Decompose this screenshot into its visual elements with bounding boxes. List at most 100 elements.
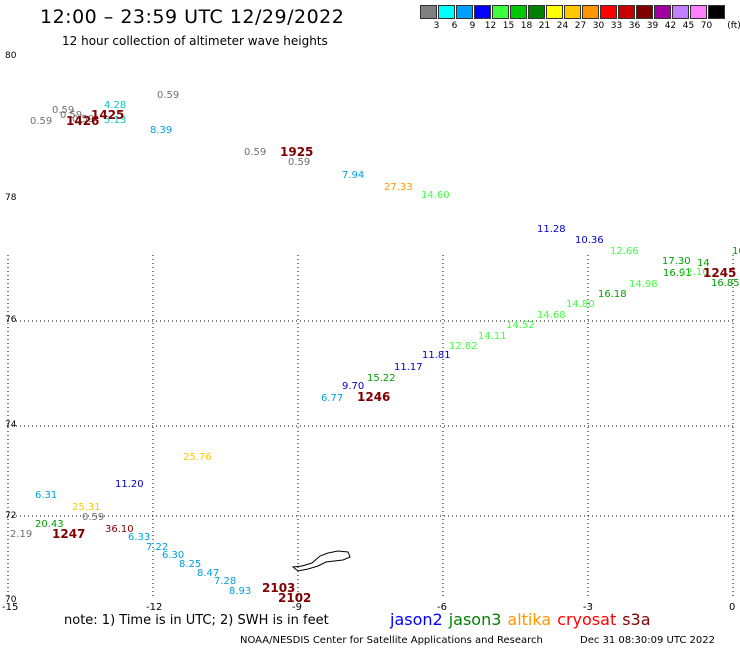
wave-height-value: 12.66: [610, 246, 639, 257]
legend-swatch: [582, 5, 599, 19]
wave-height-value: 0.59: [244, 147, 266, 158]
wave-height-value: 14.11: [478, 331, 507, 342]
wave-height-value: 0.59: [157, 90, 179, 101]
legend-swatch: [492, 5, 509, 19]
longitude-labels: -15 -12 -9 -6 -3 0: [2, 602, 735, 613]
latitude-labels: 70 72 74 76 78 80: [5, 51, 17, 605]
wave-height-value: 14.52: [506, 320, 535, 331]
legend-swatch: [510, 5, 527, 19]
satellite-name: s3a: [622, 610, 651, 629]
legend-label: 39: [646, 21, 659, 31]
pass-time-label: 1246: [357, 390, 390, 404]
legend-label: 9: [469, 21, 476, 31]
wave-height-value: 14.60: [421, 190, 450, 201]
wave-height-value: 0.59: [82, 512, 104, 523]
wave-height-value: 11.28: [537, 224, 566, 235]
wave-height-value: 27.33: [384, 182, 413, 193]
pass-time-label: 1247: [52, 527, 85, 541]
legend-swatch: [708, 5, 725, 19]
legend-label: 42: [664, 21, 677, 31]
wave-height-value: 8.25: [179, 559, 201, 570]
wave-height-value: 14.98: [629, 279, 658, 290]
legend-label: 12: [484, 21, 497, 31]
wave-height-value: 10.36: [575, 235, 604, 246]
pass-time-label: 2102: [278, 591, 311, 605]
credit-line: NOAA/NESDIS Center for Satellite Applica…: [240, 635, 543, 646]
legend-label: 6: [451, 21, 458, 31]
pass-time-label: 1426: [66, 114, 99, 128]
wave-height-value: 20.43: [35, 519, 64, 530]
wave-height-value: 14: [697, 258, 710, 269]
lat-tick-label: 78: [5, 193, 17, 203]
legend-label: 27: [574, 21, 587, 31]
wave-height-value: 8.93: [229, 586, 251, 597]
legend-label: 24: [556, 21, 569, 31]
wave-height-value: 6.30: [162, 550, 184, 561]
wave-height-value: 17.30: [662, 256, 691, 267]
wave-height-value: 11.81: [422, 350, 451, 361]
wave-height-value: 11.20: [115, 479, 144, 490]
wave-height-value: 0.59: [72, 114, 94, 125]
wave-height-value: 0.59: [60, 110, 82, 121]
pass-time-label: 1925: [280, 145, 313, 159]
legend-swatch: [564, 5, 581, 19]
legend-swatch: [546, 5, 563, 19]
footer-note: note: 1) Time is in UTC; 2) SWH is in fe…: [64, 613, 329, 628]
legend-label: 33: [610, 21, 623, 31]
pass-time-label: 1245: [703, 266, 736, 280]
satellite-name: cryosat: [557, 610, 617, 629]
wave-height-value: 36.10: [105, 524, 134, 535]
legend-label: 70: [700, 21, 713, 31]
legend-label: 36: [628, 21, 641, 31]
legend-swatch: [672, 5, 689, 19]
legend-label: 21: [538, 21, 551, 31]
wave-height-value: 0.59: [288, 157, 310, 168]
lat-tick-label: 70: [5, 595, 17, 605]
wave-height-value: 6.33: [128, 532, 150, 543]
satellite-name: jason2: [390, 610, 443, 629]
lon-tick-label: -9: [292, 602, 302, 613]
wave-height-value: 25.31: [72, 502, 101, 513]
pass-time-label: 1425: [91, 108, 124, 122]
lon-tick-label: -3: [583, 602, 593, 613]
lat-tick-label: 80: [5, 51, 17, 61]
legend-swatch: [636, 5, 653, 19]
wave-height-value: 7.28: [214, 576, 236, 587]
wave-height-value: 2.19: [10, 529, 32, 540]
wave-height-value: 7.22: [146, 542, 168, 553]
lon-tick-label: -6: [437, 602, 447, 613]
pass-time-label: 2103: [262, 581, 295, 595]
wave-height-value: 16.18: [598, 289, 627, 300]
legend-label: 45: [682, 21, 695, 31]
wave-height-value: 14.68: [537, 310, 566, 321]
wave-height-value: 12.82: [449, 341, 478, 352]
wave-height-value: 25.76: [183, 452, 212, 463]
legend-label: 18: [520, 21, 533, 31]
wave-height-value: 12.10: [680, 267, 709, 278]
legend-swatch: [690, 5, 707, 19]
wave-height-value: 4.28: [104, 100, 126, 111]
satellite-legend: jason2 jason3 altika cryosat s3a: [390, 610, 657, 629]
wave-height-value: 14.80: [566, 299, 595, 310]
wave-height-value: 0.59: [30, 116, 52, 127]
legend-swatch: [528, 5, 545, 19]
satellite-name: altika: [507, 610, 552, 629]
legend-label: 15: [502, 21, 515, 31]
wave-height-value: 16.91: [663, 268, 692, 279]
lat-tick-label: 74: [5, 420, 17, 430]
graticule: [7, 255, 734, 598]
satellite-name: jason3: [448, 610, 502, 629]
wave-height-value: 0.59: [52, 105, 74, 116]
legend-swatch: [618, 5, 635, 19]
wave-height-value: 8.39: [150, 125, 172, 136]
legend-label: 30: [592, 21, 605, 31]
wave-height-value: 6.31: [35, 490, 57, 501]
wave-height-value: 15.22: [367, 373, 396, 384]
wave-height-value: 7.94: [342, 170, 364, 181]
wave-height-value: 6.77: [321, 393, 343, 404]
wave-height-value: 5.13: [104, 115, 126, 126]
page-title: 12:00 – 23:59 UTC 12/29/2022: [40, 6, 345, 28]
legend-swatch: [438, 5, 455, 19]
